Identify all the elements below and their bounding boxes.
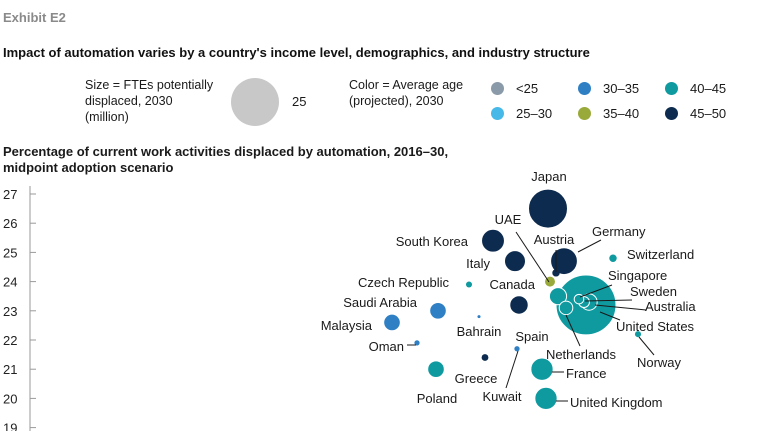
y-tick-label: 26	[3, 216, 17, 231]
color-swatch	[665, 107, 678, 120]
color-legend-text: 35–40	[603, 106, 640, 121]
leader-line-norway	[638, 336, 655, 356]
bubble-label-south-korea: South Korea	[396, 234, 469, 249]
bubble-japan	[528, 188, 568, 229]
bubble-poland	[427, 360, 445, 379]
leader-line-netherlands	[565, 314, 581, 347]
bubble-label-switzerland: Switzerland	[627, 247, 694, 262]
y-tick-label: 23	[3, 304, 17, 319]
y-tick-label: 19	[3, 421, 17, 431]
y-tick-label: 22	[3, 333, 17, 348]
bubble-label-united-kingdom: United Kingdom	[570, 395, 663, 410]
bubble-label-japan: Japan	[531, 169, 566, 184]
bubble-label-austria: Austria	[534, 232, 575, 247]
bubble-germany	[550, 247, 578, 276]
leader-line-germany	[577, 239, 602, 253]
color-swatch	[665, 82, 678, 95]
bubble-label-sweden: Sweden	[630, 284, 677, 299]
leader-line-kuwait	[505, 350, 519, 389]
bubble-label-australia: Australia	[645, 299, 696, 314]
color-legend-text: 30–35	[603, 81, 640, 96]
y-tick-label: 27	[3, 187, 17, 202]
color-swatch	[491, 107, 504, 120]
bubble-greece	[481, 354, 489, 361]
bubble-label-netherlands: Netherlands	[546, 347, 617, 362]
bubble-france	[530, 357, 554, 381]
bubble-bahrain	[477, 315, 481, 319]
bubble-saudi-arabia	[429, 301, 447, 320]
bubble-label-malaysia: Malaysia	[321, 318, 373, 333]
y-tick-label: 20	[3, 391, 17, 406]
size-legend-label: Size = FTEs potentially displaced, 2030 …	[85, 78, 214, 124]
color-legend-item-40-45: 40–45	[665, 81, 726, 96]
leader-line-uae	[515, 231, 550, 283]
leader-line-united-states	[599, 311, 621, 321]
bubble-label-uae: UAE	[495, 212, 522, 227]
bubble-switzerland	[609, 254, 617, 262]
color-legend-item-under-25: <25	[491, 81, 538, 96]
y-tick-label: 25	[3, 245, 17, 260]
bubble-label-kuwait: Kuwait	[482, 389, 521, 404]
bubble-label-germany: Germany	[592, 224, 646, 239]
bubble-label-canada: Canada	[489, 277, 535, 292]
color-legend-item-25-30: 25–30	[491, 106, 552, 121]
bubble-label-france: France	[566, 366, 606, 381]
color-legend-item-35-40: 35–40	[578, 106, 639, 121]
bubble-label-bahrain: Bahrain	[457, 324, 502, 339]
color-legend-label: Color = Average age (projected), 2030	[349, 78, 464, 108]
color-swatch	[578, 82, 591, 95]
exhibit-label: Exhibit E2	[3, 10, 66, 25]
bubble-label-italy: Italy	[466, 256, 490, 271]
color-legend-text: 45–50	[690, 106, 727, 121]
leader-line-australia	[594, 304, 647, 311]
bubble-label-saudi-arabia: Saudi Arabia	[343, 295, 417, 310]
bubble-label-czech-republic: Czech Republic	[358, 275, 450, 290]
bubble-label-oman: Oman	[369, 339, 404, 354]
bubble-label-united-states: United States	[616, 319, 695, 334]
chart-title: Impact of automation varies by a country…	[3, 45, 590, 60]
bubble-label-greece: Greece	[455, 371, 498, 386]
bubble-oman	[414, 340, 420, 346]
bubble-norway	[634, 331, 642, 338]
leader-line-sweden	[584, 299, 633, 302]
y-tick-label: 21	[3, 362, 17, 377]
leader-line-singapore	[579, 284, 613, 298]
color-legend-text: 25–30	[516, 106, 553, 121]
color-legend-item-30-35: 30–35	[578, 81, 639, 96]
color-legend-item-45-50: 45–50	[665, 106, 726, 121]
bubble-canada	[548, 287, 568, 306]
axis-title: Percentage of current work activities di…	[3, 144, 449, 175]
bubble-czech-republic	[465, 281, 473, 288]
color-swatch	[491, 82, 504, 95]
color-swatch	[578, 107, 591, 120]
bubble-south-korea	[481, 228, 505, 253]
bubble-label-singapore: Singapore	[608, 268, 667, 283]
bubble-malaysia	[383, 313, 401, 332]
bubble-label-spain: Spain	[515, 329, 548, 344]
y-tick-label: 24	[3, 275, 17, 290]
bubble-label-poland: Poland	[417, 391, 457, 406]
bubble-netherlands	[558, 300, 574, 316]
bubble-austria	[552, 269, 560, 277]
bubble-italy	[503, 250, 527, 273]
bubble-kuwait	[514, 346, 520, 352]
size-legend-value: 25	[292, 94, 307, 109]
bubble-label-norway: Norway	[637, 355, 682, 370]
color-legend-text: <25	[516, 81, 539, 96]
color-legend-text: 40–45	[690, 81, 727, 96]
bubble-united-kingdom	[534, 386, 558, 411]
bubble-spain	[509, 295, 529, 315]
size-legend-circle	[231, 78, 279, 126]
